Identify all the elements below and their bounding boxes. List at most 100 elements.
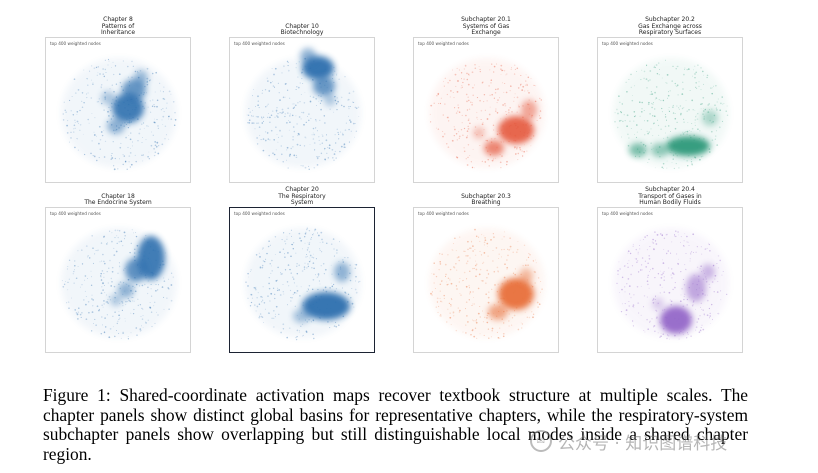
node-dot [113, 165, 115, 167]
node-dot [80, 316, 82, 318]
node-dot [525, 84, 527, 86]
node-dot [257, 95, 259, 98]
node-dot [130, 332, 132, 334]
node-dot [295, 88, 297, 91]
node-dot [351, 302, 354, 305]
node-dot [647, 162, 649, 163]
node-dot [717, 98, 719, 100]
node-dot [633, 294, 635, 296]
node-dot [509, 237, 511, 239]
node-dot [439, 253, 441, 255]
node-dot [439, 261, 441, 263]
node-dot [312, 319, 315, 322]
node-dot [462, 81, 464, 84]
node-dot [475, 235, 478, 238]
watermark: ✉ 公众号 · 知识图谱科技 [530, 427, 727, 455]
node-dot [288, 115, 291, 117]
node-dot [653, 115, 656, 118]
node-dot [155, 146, 157, 148]
node-dot [467, 128, 470, 130]
node-dot [630, 273, 632, 276]
node-dot [108, 60, 110, 62]
node-dot [619, 120, 621, 122]
node-dot [644, 134, 646, 136]
node-dot [286, 238, 288, 240]
node-dot [622, 120, 624, 122]
node-dot [447, 116, 449, 119]
node-dot [261, 116, 263, 118]
node-dot [441, 301, 443, 303]
node-dot [247, 285, 249, 287]
node-dot [324, 268, 327, 271]
node-dot [335, 325, 338, 328]
node-dot [336, 74, 338, 76]
node-dot [474, 248, 476, 250]
node-dot [617, 273, 619, 275]
node-dot [703, 83, 705, 85]
node-dot [640, 264, 643, 266]
node-dot [462, 331, 464, 333]
node-dot [439, 297, 441, 300]
node-dot [127, 278, 130, 281]
node-dot [476, 337, 478, 339]
node-dot [521, 327, 523, 329]
node-dot [323, 115, 326, 117]
node-dot [467, 125, 469, 128]
node-dot [628, 137, 630, 139]
node-dot [308, 119, 310, 122]
node-dot [433, 102, 435, 104]
node-dot [463, 250, 465, 252]
node-dot [168, 278, 170, 280]
node-dot [104, 140, 107, 143]
node-dot [110, 110, 112, 112]
node-dot [682, 245, 685, 247]
node-dot [453, 126, 456, 128]
node-dot [102, 324, 104, 326]
background-cloud [429, 228, 545, 338]
node-dot [448, 302, 451, 305]
node-dot [164, 125, 167, 127]
node-dot [149, 100, 151, 102]
node-dot [686, 110, 689, 113]
node-dot [684, 264, 686, 266]
node-dot [307, 247, 309, 249]
node-dot [157, 152, 160, 155]
activation-basin [484, 140, 504, 156]
node-dot [655, 243, 658, 245]
node-dot [311, 267, 313, 269]
node-dot [493, 97, 495, 99]
node-dot [270, 129, 273, 132]
node-dot [526, 83, 528, 85]
node-dot [98, 157, 100, 159]
node-dot [355, 275, 357, 278]
node-dot [635, 248, 637, 251]
node-dot [660, 277, 663, 279]
node-dot [62, 113, 64, 115]
node-dot [109, 230, 111, 232]
node-dot [256, 305, 259, 308]
node-dot [479, 305, 481, 308]
node-dot [272, 85, 274, 87]
node-dot [358, 116, 360, 117]
node-dot [317, 232, 318, 234]
node-dot [647, 274, 649, 276]
node-dot [267, 80, 269, 82]
node-dot [318, 234, 320, 237]
node-dot [484, 282, 487, 285]
node-dot [152, 99, 154, 101]
node-dot [342, 134, 344, 136]
node-dot [486, 314, 488, 317]
node-dot [153, 154, 156, 157]
node-dot [666, 233, 668, 236]
node-dot [103, 285, 105, 286]
node-dot [340, 96, 343, 99]
node-dot [454, 73, 457, 76]
node-dot [122, 332, 124, 334]
node-dot [318, 136, 320, 138]
node-dot [617, 270, 619, 272]
node-dot [257, 100, 260, 102]
node-dot [307, 289, 310, 291]
node-dot [501, 82, 504, 84]
node-dot [441, 253, 444, 256]
node-dot [266, 77, 268, 79]
